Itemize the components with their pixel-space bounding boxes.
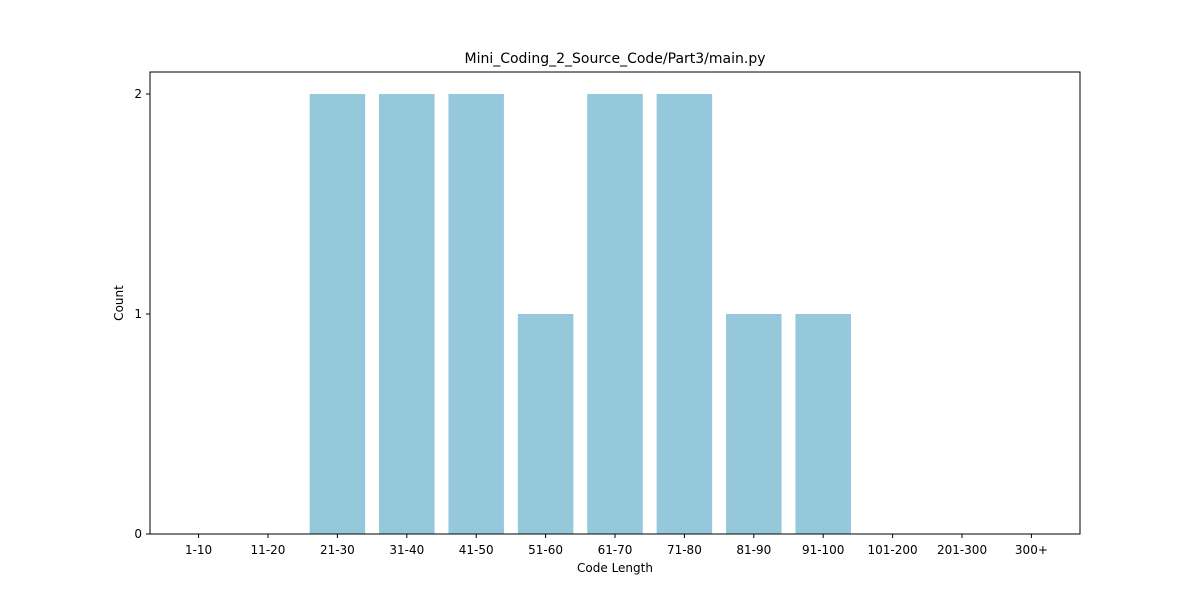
- x-tick-label: 91-100: [802, 543, 845, 557]
- bar-61-70: [587, 94, 643, 534]
- x-axis-label: Code Length: [577, 561, 653, 575]
- x-tick-label: 300+: [1015, 543, 1048, 557]
- bar-81-90: [726, 314, 782, 534]
- chart-title: Mini_Coding_2_Source_Code/Part3/main.py: [464, 51, 765, 67]
- y-axis-label: Count: [112, 285, 126, 321]
- y-axis-ticks: 0 1 2: [134, 87, 150, 541]
- x-tick-label: 31-40: [389, 543, 424, 557]
- bar-31-40: [379, 94, 435, 534]
- x-tick-label: 61-70: [598, 543, 633, 557]
- bar-51-60: [517, 314, 574, 534]
- x-tick-label: 71-80: [667, 543, 702, 557]
- x-tick-label: 1-10: [185, 543, 212, 557]
- x-tick-label: 41-50: [459, 543, 494, 557]
- plot-area-frame: [149, 71, 1081, 535]
- bar-71-80: [656, 94, 713, 534]
- y-tick-label: 1: [134, 307, 142, 321]
- x-tick-label: 51-60: [528, 543, 563, 557]
- x-tick-label: 11-20: [251, 543, 286, 557]
- bar-21-30: [309, 94, 366, 534]
- bar-41-50: [448, 94, 504, 534]
- x-tick-label: 81-90: [736, 543, 771, 557]
- y-tick-label: 2: [134, 87, 142, 101]
- bar-series: [309, 94, 851, 534]
- x-tick-label: 201-300: [937, 543, 987, 557]
- x-tick-label: 21-30: [320, 543, 355, 557]
- x-tick-label: 101-200: [868, 543, 918, 557]
- bar-91-100: [795, 314, 851, 534]
- y-tick-label: 0: [134, 527, 142, 541]
- x-axis-ticks: 1-10 11-20 21-30 31-40 41-50 51-60 61-70 71-80 8…: [185, 534, 1048, 557]
